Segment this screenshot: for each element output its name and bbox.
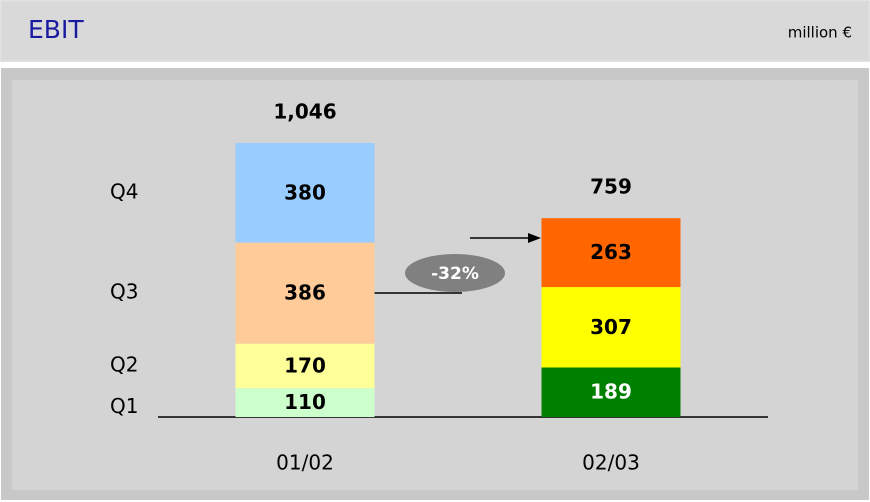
bar-segment <box>235 242 375 344</box>
unit-label: million € <box>788 24 852 42</box>
legend-label: Q4 <box>110 179 138 203</box>
legend-label: Q1 <box>110 394 138 418</box>
change-bubble <box>405 254 505 292</box>
value-label: 386 <box>284 281 326 305</box>
header-border <box>0 0 870 62</box>
header-bar <box>0 0 870 62</box>
legend-label: Q2 <box>110 352 138 376</box>
value-label: 189 <box>590 380 632 404</box>
bar-segment <box>541 287 681 368</box>
total-label: 1,046 <box>273 100 336 124</box>
bar-segment <box>541 367 681 417</box>
legend-label: Q3 <box>110 280 138 304</box>
bar-segment <box>235 143 375 243</box>
bar-segment <box>235 388 375 417</box>
change-label: -32% <box>431 264 479 284</box>
value-label: 380 <box>284 180 326 204</box>
bar-segment <box>541 218 681 288</box>
bar-segment <box>235 343 375 389</box>
total-label: 759 <box>590 175 632 199</box>
value-label: 263 <box>590 240 632 264</box>
x-tick-label: 01/02 <box>276 451 334 475</box>
chart-title: EBIT <box>28 15 84 44</box>
value-label: 307 <box>590 315 632 339</box>
x-tick-label: 02/03 <box>582 451 640 475</box>
value-label: 170 <box>284 353 326 377</box>
arrow-head <box>528 233 541 243</box>
value-label: 110 <box>284 390 326 414</box>
